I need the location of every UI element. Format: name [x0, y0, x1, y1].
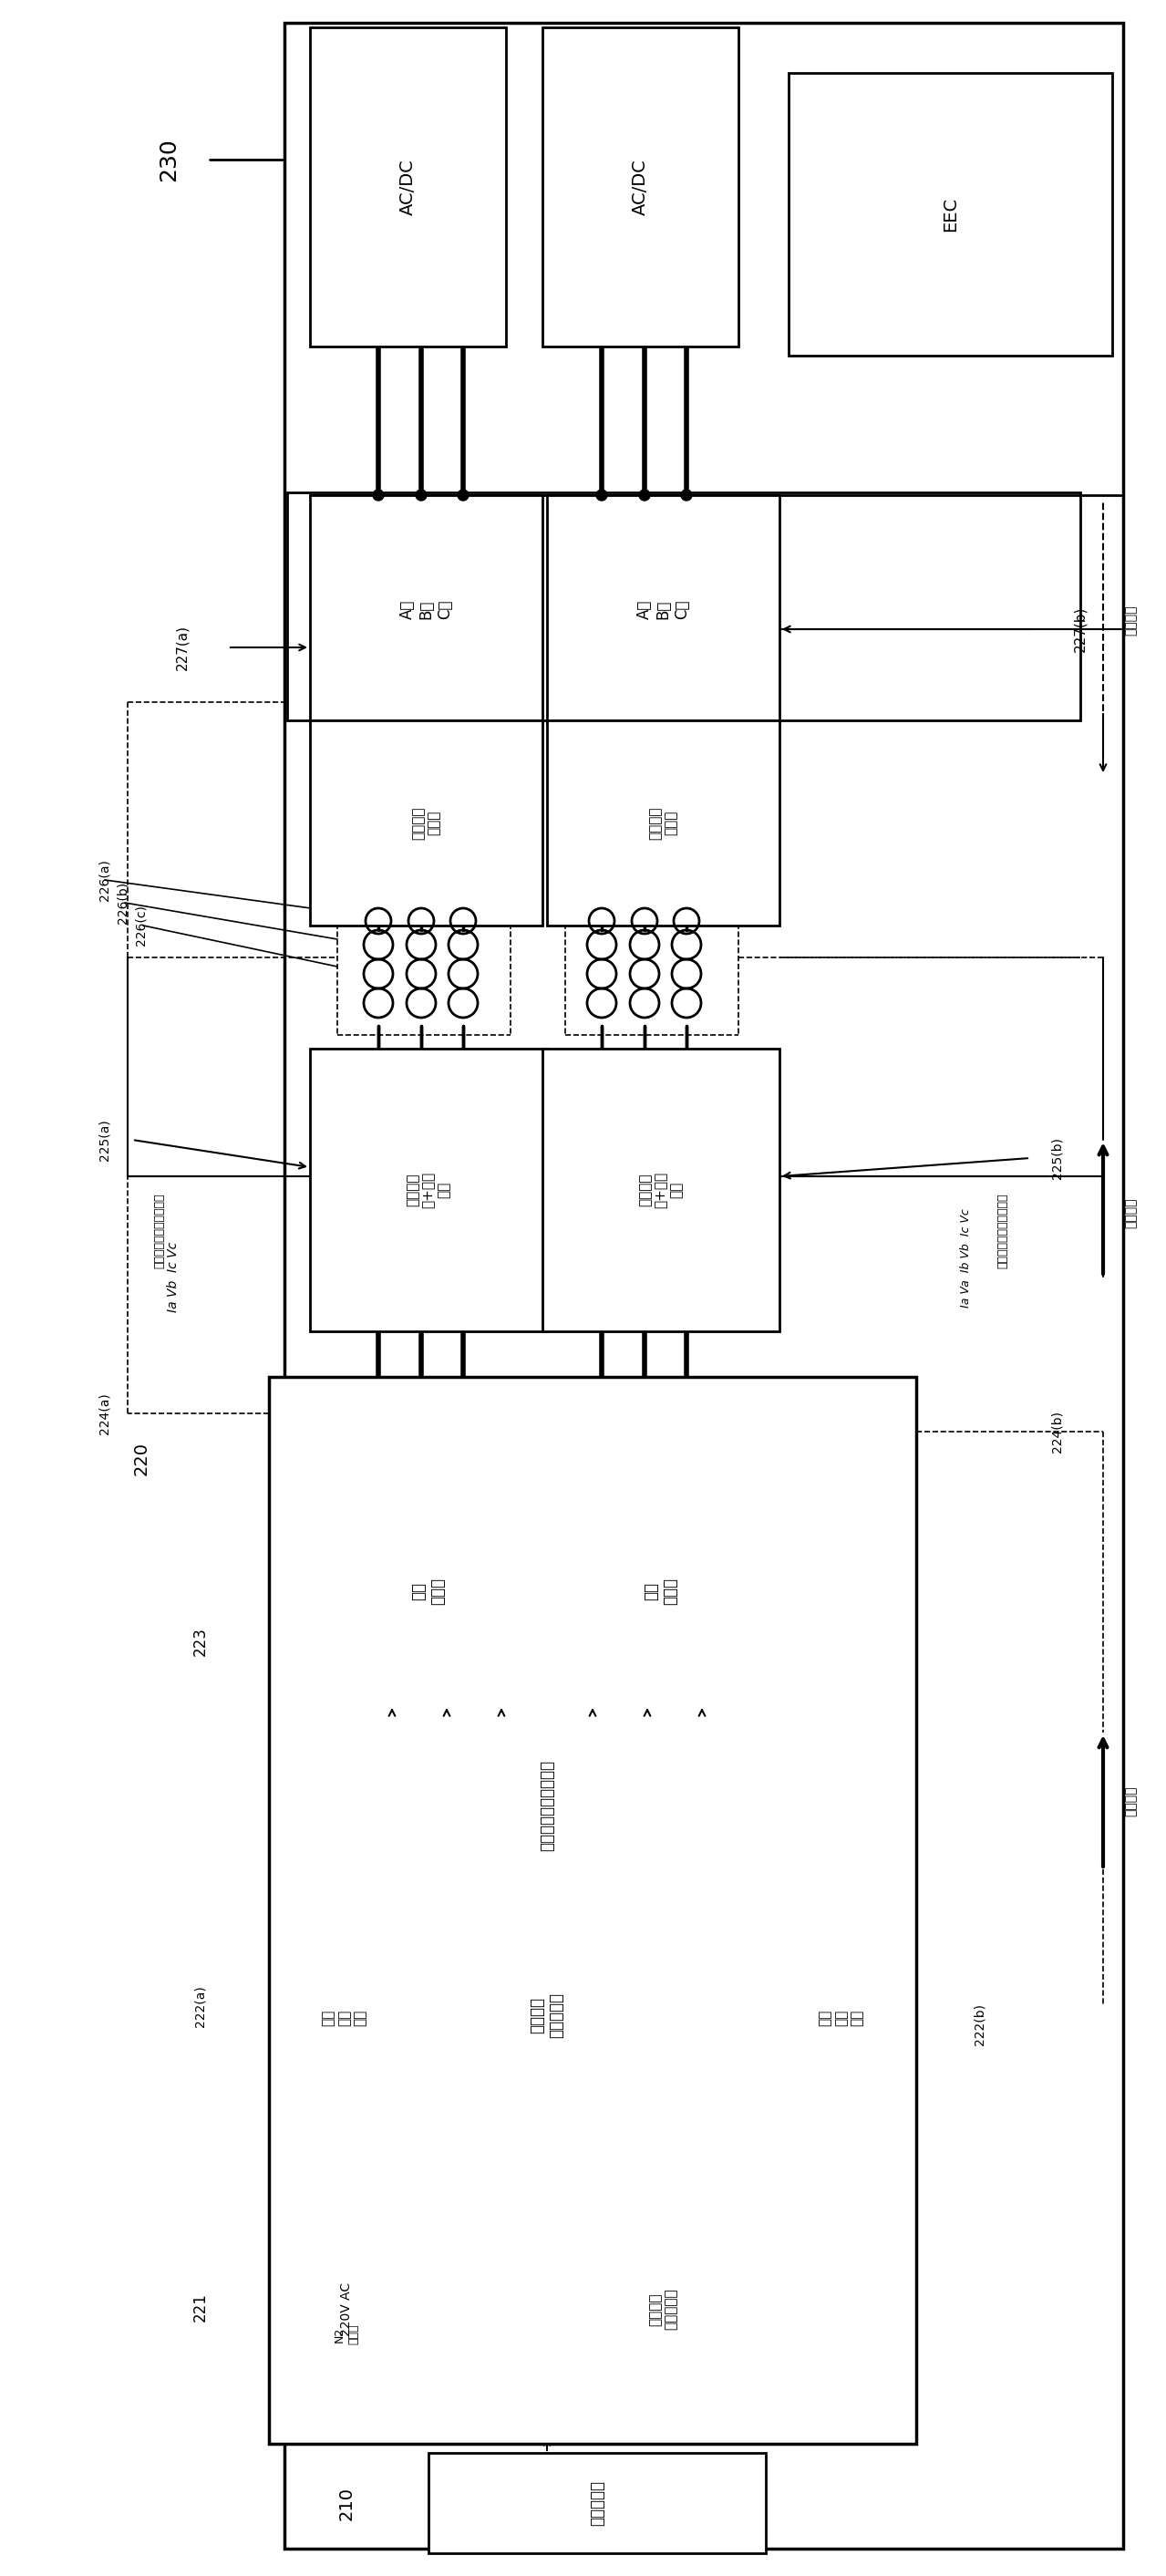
Text: AC/DC: AC/DC: [632, 160, 649, 214]
Text: 故障注入继电器控制信号: 故障注入继电器控制信号: [154, 1193, 166, 1267]
Text: 三相升压
器+阻抗
匹配: 三相升压 器+阻抗 匹配: [638, 1172, 683, 1208]
Text: 227(b): 227(b): [1074, 605, 1087, 652]
Bar: [310, 1048, 547, 1332]
Bar: [542, 1048, 779, 1332]
Text: 故障注入继电器控制信号: 故障注入继电器控制信号: [997, 1193, 1009, 1267]
Bar: [269, 1906, 420, 2130]
Text: 220V AC: 220V AC: [340, 2282, 353, 2336]
Bar: [428, 2452, 766, 2553]
Text: 210: 210: [338, 2486, 356, 2519]
Text: Ia Va  Ib Vb  Ic Vc: Ia Va Ib Vb Ic Vc: [961, 1208, 972, 1309]
Bar: [328, 1713, 766, 1896]
Text: 三相
逆变器: 三相 逆变器: [410, 1577, 447, 1605]
Text: 三相升压
器+阻抗
匹配: 三相升压 器+阻抗 匹配: [406, 1172, 451, 1208]
Circle shape: [596, 489, 607, 500]
Bar: [788, 72, 1112, 355]
Text: AC/DC: AC/DC: [399, 160, 416, 214]
Text: Ia Vb  Ic Vc: Ia Vb Ic Vc: [167, 1242, 180, 1311]
Text: 功著通道: 功著通道: [1124, 1198, 1137, 1229]
Text: 221: 221: [192, 2293, 209, 2321]
Circle shape: [457, 489, 469, 500]
Text: EEC: EEC: [942, 196, 960, 232]
Bar: [269, 1378, 916, 2445]
Text: 降压
整流
滤波: 降压 整流 滤波: [819, 2009, 864, 2025]
Bar: [285, 23, 1123, 2548]
Text: 226(a): 226(a): [98, 858, 111, 902]
Bar: [542, 28, 738, 348]
Bar: [542, 1476, 779, 1705]
Text: A相
B相
C相: A相 B相 C相: [399, 600, 454, 618]
Text: 220: 220: [133, 1443, 150, 1476]
Text: 224(a): 224(a): [98, 1394, 111, 1435]
Bar: [547, 721, 779, 925]
Bar: [310, 28, 506, 348]
Text: 三相
逆变器: 三相 逆变器: [644, 1577, 679, 1605]
Text: 永磁交流发电机控制器: 永磁交流发电机控制器: [539, 1759, 555, 1852]
Bar: [328, 1906, 766, 2125]
Bar: [310, 721, 542, 925]
Bar: [282, 2190, 410, 2429]
Text: 降压
整流
滤波: 降压 整流 滤波: [322, 2009, 367, 2025]
Bar: [766, 1906, 916, 2130]
Text: 永磁交流
发电机型机: 永磁交流 发电机型机: [648, 2287, 677, 2331]
Bar: [310, 1476, 547, 1705]
Bar: [287, 492, 1081, 721]
Text: 230: 230: [157, 137, 180, 180]
Bar: [547, 495, 779, 724]
Text: A相
B相
C相: A相 B相 C相: [637, 600, 690, 618]
Text: 225(b): 225(b): [1051, 1136, 1063, 1180]
Text: 225(a): 225(a): [98, 1118, 111, 1162]
Text: 223: 223: [192, 1628, 209, 1656]
Text: 226(c): 226(c): [135, 904, 148, 945]
Circle shape: [681, 489, 691, 500]
Text: 控制信号: 控制信号: [1124, 1785, 1137, 1816]
Bar: [269, 2169, 916, 2434]
Circle shape: [639, 489, 649, 500]
Bar: [428, 2190, 898, 2429]
Bar: [310, 495, 542, 724]
Circle shape: [373, 489, 384, 500]
Text: 222(a): 222(a): [195, 1986, 206, 2027]
Text: 227(a): 227(a): [176, 623, 189, 670]
Text: 发动机模型: 发动机模型: [589, 2481, 605, 2527]
Text: 永磁交流
发电机型机: 永磁交流 发电机型机: [529, 1991, 564, 2038]
Circle shape: [416, 489, 427, 500]
Text: 224(b): 224(b): [1051, 1412, 1063, 1453]
Text: 反馈信号: 反馈信号: [1124, 605, 1137, 636]
Text: 故障注入
继电器: 故障注入 继电器: [648, 806, 677, 840]
Text: N2
降級式: N2 降級式: [333, 2324, 359, 2344]
Text: 故障注入
继电器: 故障注入 继电器: [412, 806, 441, 840]
Text: 226(b): 226(b): [117, 881, 129, 925]
Text: 222(b): 222(b): [974, 2004, 986, 2045]
